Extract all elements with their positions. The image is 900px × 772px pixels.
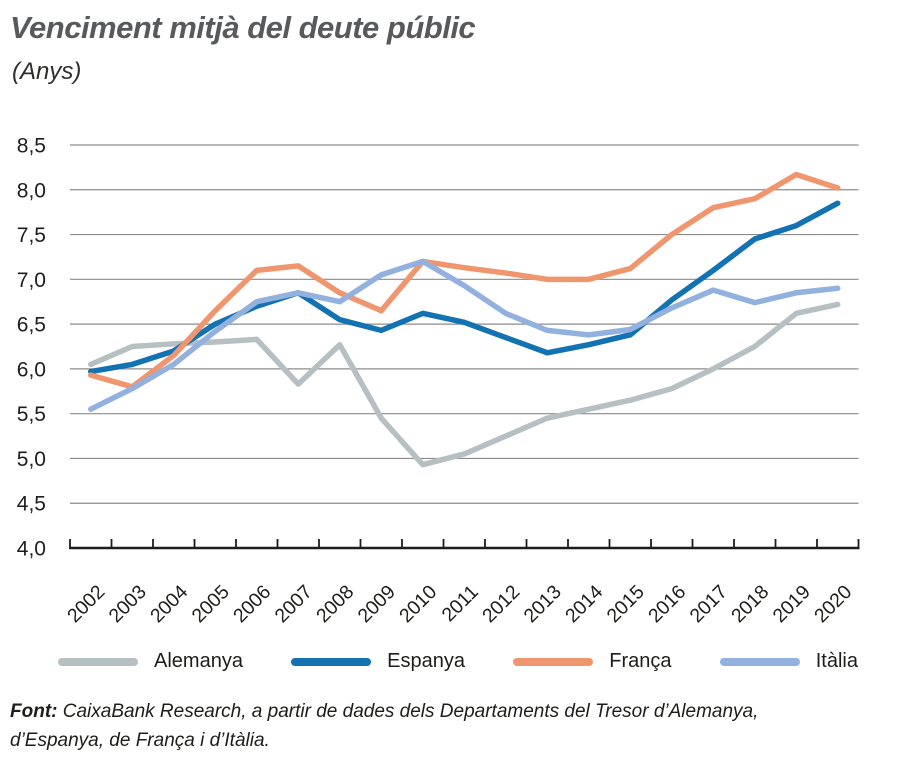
x-tick-label: 2017: [686, 581, 732, 627]
y-tick-label: 8,0: [17, 179, 46, 202]
legend-label: França: [609, 650, 672, 672]
y-tick-label: 7,5: [17, 224, 46, 247]
legend-item-alemanya: Alemanya: [58, 650, 243, 673]
x-axis-labels: 2002200320042005200620072008200920102011…: [63, 581, 856, 627]
y-axis-labels: 4,0 4,5 5,0 5,5 6,0 6,5 7,0 7,5 8,0 8,5: [17, 135, 46, 561]
page-title: Venciment mitjà del deute públic: [10, 10, 476, 45]
chart-subtitle: (Anys): [12, 58, 82, 85]
y-tick-label: 4,0: [17, 538, 46, 561]
x-tick-label: 2004: [146, 581, 192, 627]
x-tick-label: 2009: [354, 581, 400, 627]
source-note: Font: CaixaBank Research, a partir de da…: [10, 698, 760, 755]
x-tick-label: 2006: [229, 581, 275, 627]
legend: Alemanya Espanya França Itàlia: [58, 650, 858, 673]
legend-label: Espanya: [387, 650, 466, 672]
x-tick-label: 2013: [520, 581, 566, 627]
legend-item-itàlia: Itàlia: [719, 650, 858, 673]
x-tick-label: 2016: [644, 581, 690, 627]
x-tick-label: 2010: [395, 581, 441, 627]
x-tick-label: 2014: [561, 581, 607, 627]
x-tick-label: 2005: [188, 581, 234, 627]
y-tick-label: 8,5: [17, 135, 46, 158]
x-tick-label: 2015: [603, 581, 649, 627]
x-tick-label: 2020: [810, 581, 856, 627]
x-tick-label: 2002: [63, 581, 109, 627]
x-tick-label: 2012: [478, 581, 524, 627]
y-tick-label: 5,5: [17, 403, 46, 426]
x-tick-label: 2008: [312, 581, 358, 627]
x-tick-label: 2019: [769, 581, 815, 627]
source-text: CaixaBank Research, a partir de dades de…: [10, 701, 759, 751]
x-axis: [69, 539, 860, 550]
legend-swatch-frança: [513, 657, 594, 666]
y-tick-label: 6,0: [17, 358, 46, 381]
legend-label: Itàlia: [815, 650, 858, 672]
x-tick-label: 2007: [271, 581, 317, 627]
y-tick-label: 6,5: [17, 314, 46, 337]
series-line-itàlia: [88, 258, 841, 412]
y-tick-label: 4,5: [17, 493, 46, 516]
legend-swatch-espanya: [291, 657, 372, 666]
line-chart: 4,04,55,05,56,06,57,07,58,08,52002200320…: [17, 135, 860, 627]
source-label: Font:: [10, 701, 58, 722]
series-line-espanya: [88, 200, 841, 375]
legend-item-frança: França: [513, 650, 672, 673]
x-tick-label: 2003: [105, 581, 151, 627]
legend-label: Alemanya: [154, 650, 243, 672]
legend-item-espanya: Espanya: [291, 650, 465, 673]
y-tick-label: 7,0: [17, 269, 46, 292]
series-line-alemanya: [88, 301, 841, 468]
legend-swatch-itàlia: [719, 657, 800, 666]
y-tick-label: 5,0: [17, 448, 46, 471]
x-tick-label: 2018: [727, 581, 773, 627]
series-line-frança: [88, 171, 841, 390]
legend-swatch-alemanya: [58, 657, 138, 666]
x-tick-label: 2011: [438, 581, 483, 626]
